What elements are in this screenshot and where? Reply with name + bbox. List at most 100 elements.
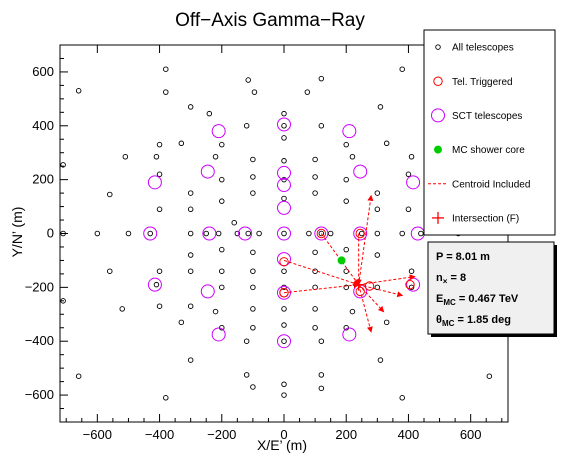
telescope-point: [187, 230, 194, 237]
legend-label: Centroid Included: [452, 179, 530, 190]
sct-telescope-point: [314, 226, 329, 241]
telescope-point: [75, 373, 82, 379]
telescope-point: [231, 219, 237, 226]
telescope-point: [147, 230, 153, 237]
telescope-point: [178, 319, 185, 326]
telescope-point: [486, 373, 493, 379]
sct-telescope-point: [147, 175, 162, 190]
centroid-line: [283, 282, 360, 294]
legend-item: Intersection (F): [432, 211, 519, 224]
centroid-line: [358, 274, 416, 286]
telescope-point: [219, 176, 225, 183]
telescope-point: [60, 230, 66, 237]
telescope-point: [374, 252, 381, 258]
legend-marker-icon: [434, 145, 442, 154]
telescope-point: [281, 322, 287, 328]
telescope-point: [219, 268, 225, 274]
sct-telescope-point: [202, 226, 217, 241]
telescope-point: [418, 230, 424, 237]
telescope-point: [187, 357, 194, 363]
sct-telescope-point: [277, 252, 291, 267]
telescope-point: [343, 198, 349, 204]
telescope-point: [187, 268, 194, 274]
y-tick-label: 200: [32, 172, 54, 187]
telescope-point: [281, 123, 287, 129]
legend-label: MC shower core: [452, 145, 525, 156]
telescope-point: [250, 174, 256, 180]
sct-telescope-point: [342, 124, 357, 139]
telescope-point: [245, 230, 251, 237]
telescope-point: [250, 306, 256, 312]
telescope-point: [327, 230, 334, 237]
y-tick-label: 0: [47, 226, 54, 241]
telescope-point: [75, 88, 82, 94]
telescope-point: [250, 284, 256, 291]
telescope-point: [107, 191, 113, 198]
sct-telescope-point: [277, 200, 291, 215]
mc-shower-core-point: [337, 256, 346, 265]
legend-item: All telescopes: [435, 43, 514, 54]
telescope-point: [212, 308, 219, 315]
telescope-point: [256, 230, 262, 237]
telescope-point: [60, 162, 66, 168]
triggered-telescope-point: [279, 288, 289, 298]
telescope-point: [343, 246, 349, 253]
telescope-point: [156, 171, 163, 178]
info-box-frame: [427, 241, 555, 335]
y-axis-title: Y/N’ (m): [9, 207, 25, 258]
telescope-point: [399, 230, 405, 237]
triggered-telescope-point: [316, 228, 327, 239]
triggered-telescope-point: [355, 286, 365, 297]
telescope-point: [374, 190, 381, 196]
telescope-point: [187, 104, 194, 110]
sct-telescope-point: [211, 124, 226, 139]
x-tick-label: 600: [460, 427, 482, 442]
telescope-point: [250, 190, 256, 196]
telescope-point: [187, 303, 194, 309]
y-tick-label: −200: [25, 279, 54, 294]
telescope-point: [343, 268, 349, 274]
legend-label: SCT telescopes: [452, 111, 522, 122]
telescope-point: [377, 104, 384, 110]
x-axis-title: X/E’ (m): [257, 437, 307, 453]
telescope-point: [281, 176, 287, 183]
telescope-point: [163, 395, 169, 401]
telescope-point: [374, 206, 381, 213]
centroid-line: [283, 259, 360, 286]
telescope-point: [250, 268, 256, 274]
telescope-point: [156, 268, 163, 274]
telescope-point: [312, 190, 318, 196]
telescope-point: [245, 77, 251, 83]
telescope-point: [281, 268, 287, 274]
telescope-point: [281, 392, 287, 398]
telescope-point: [250, 325, 256, 331]
telescope-point: [349, 308, 356, 315]
legend-marker-icon: [431, 108, 445, 123]
triggered-telescope-point: [355, 228, 365, 239]
telescope-point: [408, 268, 415, 274]
telescope-point: [405, 206, 412, 213]
telescope-point: [281, 195, 287, 202]
telescope-point: [215, 230, 222, 237]
telescope-point: [187, 206, 194, 213]
chart-title: Off−Axis Gamma−Ray: [175, 10, 365, 31]
telescope-point: [163, 89, 169, 95]
telescope-point: [359, 230, 365, 237]
telescope-point: [383, 319, 390, 326]
telescope-point: [251, 89, 258, 95]
telescope-point: [318, 372, 325, 378]
sct-telescope-point: [406, 175, 421, 190]
telescope-point: [281, 381, 287, 388]
legend: All telescopes Tel. Triggered SCT telescop…: [423, 29, 556, 236]
telescope-point: [94, 230, 101, 237]
telescope-point: [178, 140, 185, 147]
telescope-point: [281, 306, 287, 312]
telescope-point: [107, 268, 113, 274]
sct-telescope-point: [277, 165, 291, 180]
telescope-point: [219, 198, 225, 204]
telescope-point: [318, 385, 325, 392]
telescope-point: [219, 284, 225, 291]
telescope-point: [219, 246, 225, 253]
y-tick-label: 400: [32, 118, 54, 133]
